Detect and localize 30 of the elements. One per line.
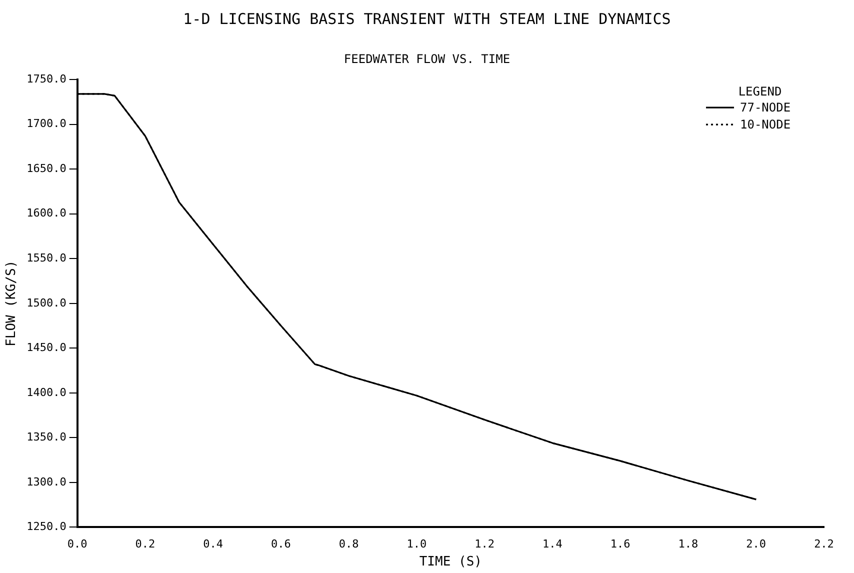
x-tick-label: 1.0	[406, 538, 427, 551]
x-tick-label: 0.2	[135, 538, 156, 551]
x-axis-title: TIME (S)	[419, 554, 482, 570]
y-tick-label: 1600.0	[26, 206, 66, 220]
x-tick-label: 0.8	[338, 538, 359, 551]
y-tick-label: 1550.0	[26, 252, 66, 264]
x-tick-label: 0.4	[203, 538, 224, 551]
y-tick-label: 1650.0	[26, 162, 66, 175]
x-tick-label: 0.6	[271, 538, 291, 551]
x-tick-label: 0.0	[67, 538, 88, 551]
y-tick-label: 1250.0	[26, 520, 66, 534]
legend-label: 10-NODE	[740, 118, 791, 132]
y-tick-label: 1300.0	[26, 475, 66, 488]
y-tick-label: 1400.0	[26, 386, 66, 399]
x-tick-label: 1.4	[542, 538, 563, 551]
x-tick-label: 2.2	[814, 538, 834, 551]
legend-label: 77-NODE	[740, 100, 791, 115]
legend-title: LEGEND	[738, 84, 782, 99]
y-tick-label: 1450.0	[26, 341, 66, 354]
y-tick-label: 1350.0	[26, 430, 66, 444]
y-tick-label: 1500.0	[26, 296, 66, 310]
x-tick-label: 2.0	[746, 538, 766, 551]
x-tick-label: 1.8	[678, 538, 698, 551]
chart-title: 1-D LICENSING BASIS TRANSIENT WITH STEAM LINE DYNAMICS	[182, 10, 672, 28]
y-tick-label: 1750.0	[26, 72, 66, 86]
x-tick-label: 1.6	[610, 538, 630, 551]
x-tick-label: 1.2	[474, 538, 495, 551]
y-axis-title: FLOW (KG/S)	[4, 260, 20, 346]
chart-subtitle: FEEDWATER FLOW VS. TIME	[342, 52, 512, 66]
y-tick-label: 1700.0	[26, 117, 66, 130]
